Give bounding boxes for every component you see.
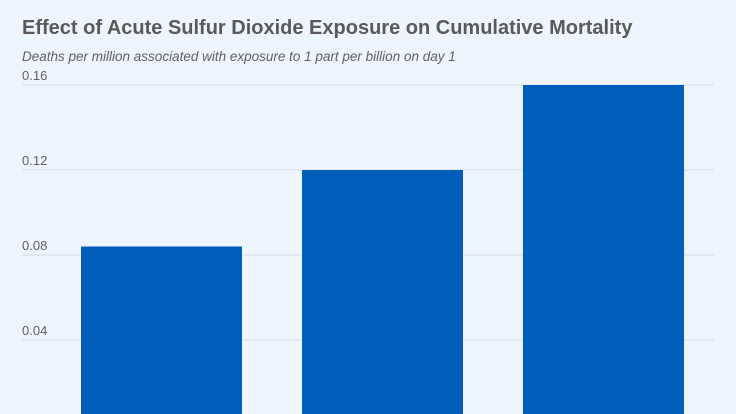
bar [302,170,463,414]
bar [81,246,242,414]
y-tick-label: 0.08 [22,238,47,253]
bar [523,85,684,414]
chart-subtitle: Deaths per million associated with expos… [22,49,456,64]
y-tick-label: 0.16 [22,68,47,83]
chart-title: Effect of Acute Sulfur Dioxide Exposure … [22,17,633,39]
y-tick-label: 0.12 [22,153,47,168]
y-tick-label: 0.04 [22,323,47,338]
